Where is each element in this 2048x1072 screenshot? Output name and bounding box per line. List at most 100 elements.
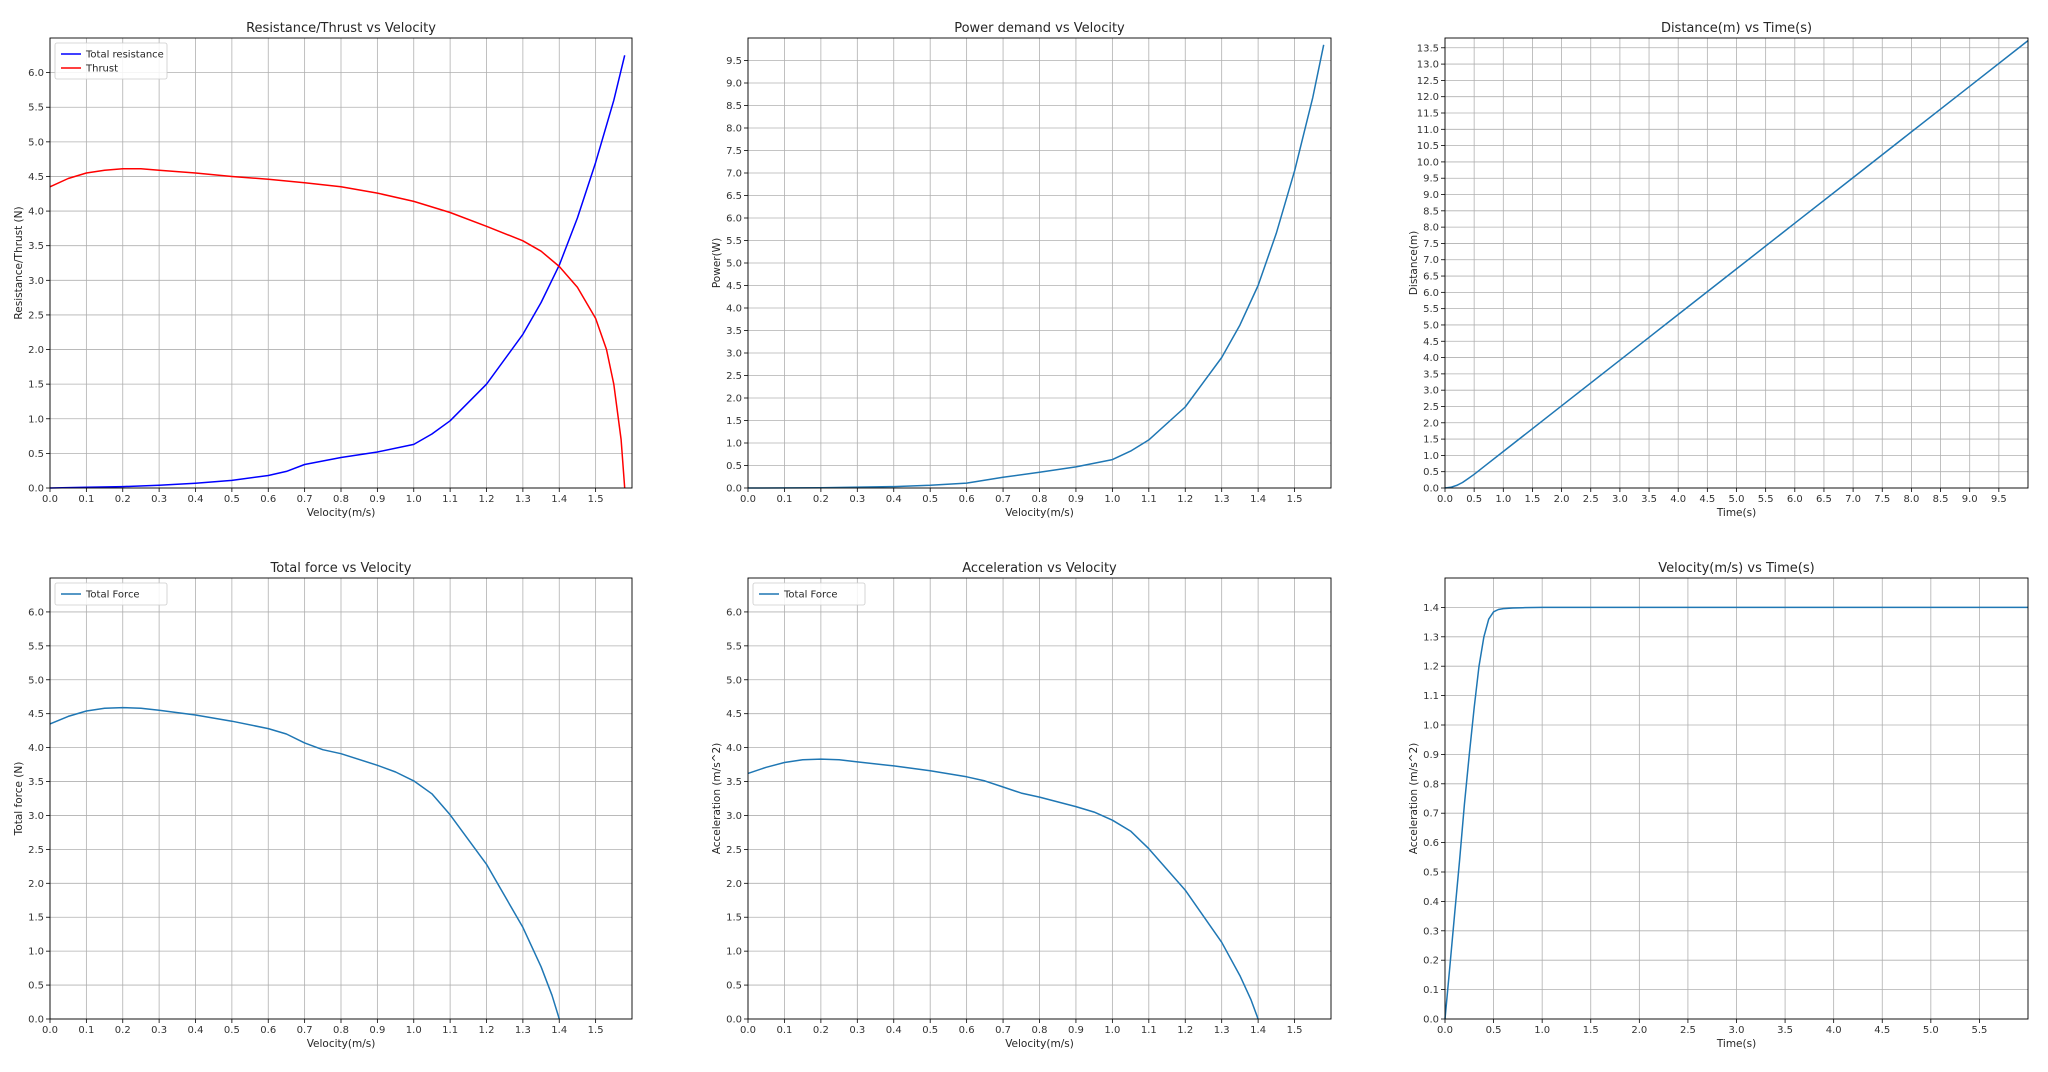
y-axis-label: Total force (N) [13,762,25,837]
y-tick-label: 2.0 [726,879,742,890]
x-tick-label: 1.1 [442,1025,458,1036]
x-tick-label: 1.0 [1104,1025,1120,1036]
x-tick-label: 1.5 [1287,494,1303,505]
series-line-1 [1444,40,2029,489]
y-tick-label: 2.0 [1423,418,1439,429]
x-tick-label: 0.5 [1486,1025,1502,1036]
x-tick-label: 1.2 [479,494,495,505]
y-tick-label: 1.3 [1423,632,1439,643]
x-tick-label: 0.4 [886,494,902,505]
y-tick-label: 6.0 [28,607,44,618]
x-tick-label: 4.0 [1826,1025,1842,1036]
x-tick-label: 0.5 [224,494,240,505]
x-tick-label: 1.5 [1287,1025,1303,1036]
y-tick-label: 1.5 [28,913,44,924]
y-tick-label: 1.2 [1423,662,1439,673]
plot-frame [49,37,633,489]
x-tick-label: 2.0 [1631,1025,1647,1036]
x-tick-label: 7.0 [1845,494,1861,505]
y-tick-label: 8.0 [1423,223,1439,234]
y-tick-label: 1.0 [726,947,742,958]
legend-label-2: Thrust [85,64,118,75]
x-tick-label: 0.5 [922,1025,938,1036]
y-tick-label: 4.5 [1423,337,1439,348]
legend-label-1: Total Force [783,590,838,601]
x-tick-label: 1.2 [1177,1025,1193,1036]
legend-box [54,42,168,80]
x-tick-label: 0.8 [1032,1025,1048,1036]
x-axis-label: Velocity(m/s) [1005,507,1074,519]
y-tick-label: 6.0 [28,68,44,79]
y-tick-label: 13.5 [1417,43,1439,54]
y-tick-label: 1.0 [28,414,44,425]
y-tick-label: 3.0 [28,811,44,822]
x-tick-label: 0.2 [813,1025,829,1036]
y-tick-label: 0.5 [1423,467,1439,478]
y-tick-label: 2.0 [28,345,44,356]
x-tick-label: 4.5 [1699,494,1715,505]
x-axis-label: Velocity(m/s) [1005,1038,1074,1050]
y-tick-label: 2.5 [28,310,44,321]
x-tick-label: 8.5 [1933,494,1949,505]
x-tick-label: 1.4 [551,494,567,505]
x-tick-label: 0.1 [78,1025,94,1036]
x-tick-label: 1.4 [1250,494,1266,505]
x-tick-label: 0.7 [995,494,1011,505]
y-tick-label: 3.0 [726,349,742,360]
y-tick-label: 9.0 [1423,190,1439,201]
y-tick-label: 0.5 [726,461,742,472]
x-tick-label: 3.5 [1777,1025,1793,1036]
x-tick-label: 0.9 [369,1025,385,1036]
y-tick-label: 8.5 [726,101,742,112]
y-tick-label: 7.0 [726,169,742,180]
y-tick-label: 9.5 [726,56,742,67]
x-tick-label: 1.2 [1177,494,1193,505]
y-tick-label: 5.5 [726,641,742,652]
y-tick-label: 2.5 [1423,402,1439,413]
x-tick-label: 0.8 [333,494,349,505]
y-tick-label: 5.5 [726,236,742,247]
x-tick-label: 0.9 [1068,1025,1084,1036]
y-axis-label: Power(W) [711,238,723,288]
plot-frame [747,577,1332,1020]
chart-panel-5: 0.0 0.1 0.2 0.3 0.4 0.5 0.6 0.7 0.8 0.9 1.0 1.1 1.2 1… [711,561,1332,1050]
series-line-2 [49,168,626,489]
x-axis-label: Velocity(m/s) [307,1038,376,1050]
y-tick-label: 0.9 [1423,750,1439,761]
x-tick-label: 0.7 [297,494,313,505]
y-tick-label: 3.5 [28,777,44,788]
y-tick-label: 1.5 [726,416,742,427]
x-tick-label: 8.0 [1903,494,1919,505]
x-tick-label: 0.7 [995,1025,1011,1036]
y-tick-label: 5.5 [1423,304,1439,315]
chart-title: Acceleration vs Velocity [962,561,1117,576]
x-tick-label: 0.3 [849,1025,865,1036]
x-tick-label: 1.3 [515,1025,531,1036]
x-tick-label: 1.5 [588,1025,604,1036]
x-tick-label: 0.0 [42,494,58,505]
x-tick-label: 5.0 [1729,494,1745,505]
y-tick-label: 1.0 [28,947,44,958]
y-tick-label: 1.5 [1423,435,1439,446]
series-line-1 [747,758,1259,1020]
y-tick-label: 5.0 [28,137,44,148]
y-tick-label: 6.0 [726,214,742,225]
x-tick-label: 1.1 [1141,494,1157,505]
y-tick-label: 13.0 [1417,60,1439,71]
x-tick-label: 0.6 [260,1025,276,1036]
plot-frame [1444,37,2029,489]
x-tick-label: 0.9 [1068,494,1084,505]
x-tick-label: 4.5 [1874,1025,1890,1036]
y-tick-label: 7.5 [1423,239,1439,250]
x-tick-label: 1.0 [406,494,422,505]
x-tick-label: 0.0 [740,494,756,505]
x-tick-label: 0.7 [297,1025,313,1036]
x-tick-label: 0.2 [813,494,829,505]
plot-frame [49,577,633,1020]
x-tick-label: 5.5 [1758,494,1774,505]
legend-label-1: Total Force [85,590,140,601]
x-axis-label: Velocity(m/s) [307,507,376,519]
y-tick-label: 5.0 [1423,320,1439,331]
y-tick-label: 6.5 [726,191,742,202]
x-tick-label: 2.0 [1554,494,1570,505]
